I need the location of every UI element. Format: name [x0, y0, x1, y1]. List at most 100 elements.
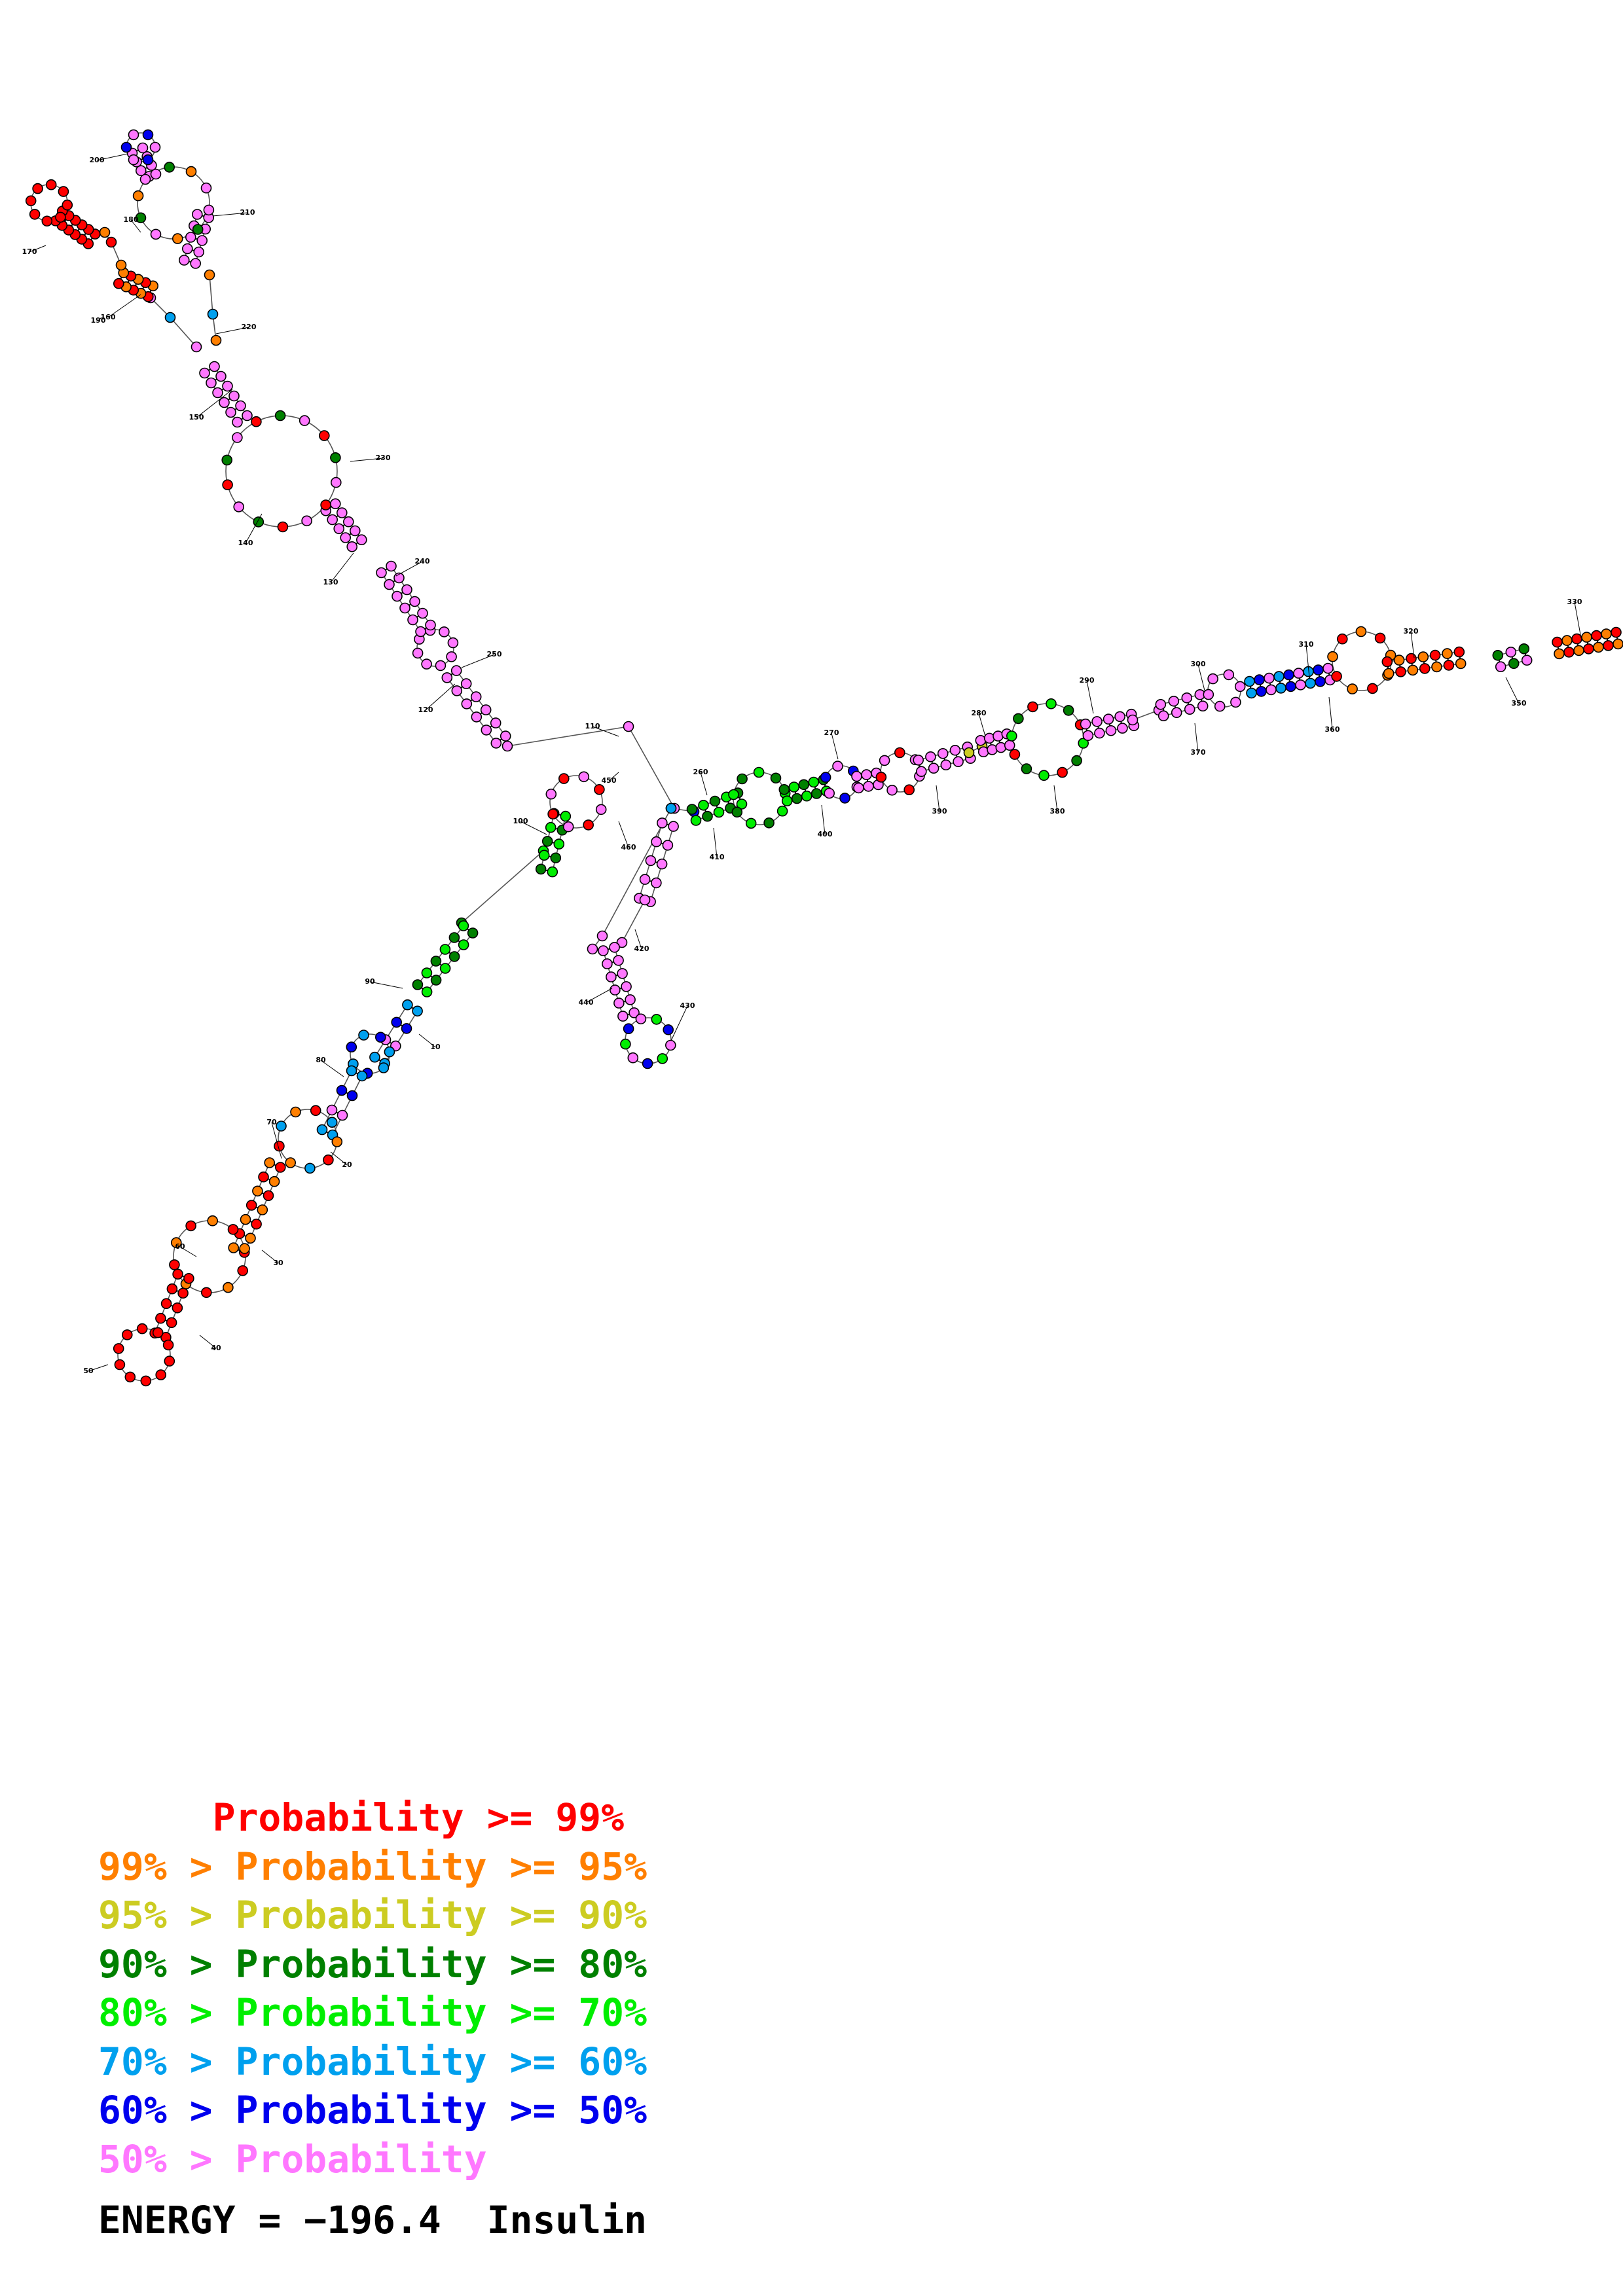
nucleotide	[798, 779, 810, 791]
backbone-link	[1163, 705, 1203, 717]
position-tick	[271, 1122, 282, 1159]
position-tick	[96, 153, 128, 161]
nucleotide	[446, 651, 457, 662]
nucleotide	[356, 1070, 368, 1082]
nucleotide	[1184, 704, 1195, 715]
position-label: 230	[376, 454, 391, 462]
nucleotide	[448, 951, 460, 962]
nucleotide	[558, 773, 570, 784]
nucleotide	[1078, 738, 1089, 749]
position-tick	[1328, 696, 1333, 730]
nucleotide	[285, 1157, 297, 1168]
nucleotide	[578, 771, 590, 783]
nucleotide	[1603, 640, 1614, 651]
nucleotide	[140, 1375, 152, 1387]
position-label: 270	[824, 728, 839, 737]
nucleotide	[206, 377, 217, 389]
nucleotide	[698, 800, 709, 811]
nucleotide	[620, 1038, 631, 1050]
nucleotide	[193, 246, 205, 258]
nucleotide	[251, 416, 262, 427]
nucleotide	[1431, 661, 1442, 673]
nucleotide	[323, 1154, 334, 1166]
nucleotide	[913, 755, 924, 766]
nucleotide	[342, 516, 354, 528]
backbone-link	[209, 274, 213, 315]
nucleotide	[623, 1023, 634, 1034]
position-label: 170	[22, 247, 37, 256]
legend-line-p50: 60% > Probability >= 50%	[98, 2088, 647, 2132]
nucleotide	[200, 1287, 212, 1299]
nucleotide	[753, 766, 765, 778]
legend-line-p90: 95% > Probability >= 90%	[98, 1893, 647, 1937]
nucleotide	[1429, 649, 1441, 661]
nucleotide	[1181, 692, 1193, 704]
nucleotide	[1374, 632, 1386, 644]
nucleotide	[471, 711, 483, 723]
position-label: 110	[585, 722, 600, 730]
nucleotide	[242, 410, 253, 422]
nucleotide	[1105, 725, 1117, 736]
nucleotide	[656, 858, 668, 870]
nucleotide	[384, 1046, 395, 1058]
nucleotide	[595, 804, 607, 816]
nucleotide	[1038, 770, 1049, 781]
position-label: 160	[101, 313, 116, 321]
nucleotide	[1492, 649, 1504, 661]
nucleotide	[460, 678, 472, 689]
rna-secondary-structure: 1020304050607080901001101201301401501601…	[22, 129, 1623, 1387]
nucleotide	[1383, 668, 1395, 679]
nucleotide	[853, 782, 864, 794]
nucleotide	[851, 770, 862, 782]
nucleotide	[150, 228, 162, 240]
nucleotide	[169, 1259, 180, 1270]
position-tick	[425, 683, 456, 711]
nucleotide	[1114, 711, 1125, 723]
nucleotide	[623, 721, 634, 732]
nucleotide	[149, 141, 161, 153]
nucleotide	[1305, 677, 1316, 689]
nucleotide	[326, 1117, 338, 1128]
nucleotide	[1521, 655, 1533, 666]
nucleotide	[1246, 687, 1257, 699]
nucleotide	[808, 776, 820, 788]
position-tick	[520, 821, 547, 835]
backbone-link	[321, 1070, 352, 1130]
nucleotide	[1563, 647, 1575, 658]
nucleotide	[737, 773, 748, 785]
nucleotide	[274, 410, 286, 422]
backbone-link	[170, 317, 197, 348]
nucleotide	[1234, 681, 1246, 692]
nucleotide	[1406, 653, 1417, 664]
nucleotide	[861, 769, 872, 780]
nucleotide	[113, 1343, 124, 1354]
nucleotide	[625, 994, 636, 1005]
nucleotide	[1283, 669, 1294, 681]
nucleotide	[665, 1039, 676, 1051]
nucleotide	[645, 855, 657, 867]
nucleotide	[172, 1268, 183, 1280]
nucleotide	[374, 1031, 386, 1043]
position-tick	[88, 1364, 109, 1372]
nucleotide	[210, 334, 222, 346]
nucleotide	[1417, 651, 1429, 662]
nucleotide	[333, 523, 345, 535]
nucleotide	[1127, 714, 1139, 726]
nucleotide	[1611, 626, 1622, 638]
position-tick	[1053, 785, 1058, 812]
nucleotide	[246, 1200, 257, 1211]
nucleotide	[467, 927, 479, 939]
nucleotide	[222, 380, 233, 392]
nucleotide	[1256, 686, 1267, 697]
nucleotide	[1315, 676, 1326, 687]
backbone-link	[621, 899, 646, 943]
nucleotide	[470, 691, 482, 702]
nucleotide	[378, 1062, 390, 1073]
nucleotide	[191, 341, 202, 353]
nucleotide	[668, 821, 679, 832]
nucleotide	[114, 1359, 126, 1371]
nucleotide	[439, 963, 451, 974]
nucleotide	[811, 788, 822, 799]
nucleotide	[1264, 672, 1275, 684]
nucleotide	[421, 967, 433, 978]
